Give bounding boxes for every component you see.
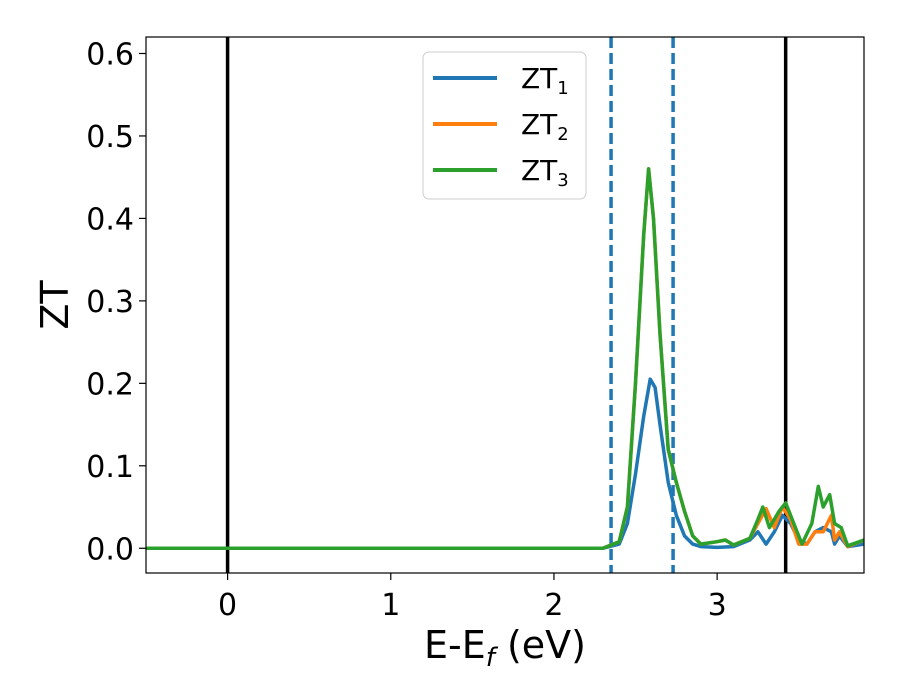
x-tick-label: 2 [544, 588, 563, 623]
y-axis: 0.0 0.1 0.2 0.3 0.4 0.5 0.6 [86, 37, 146, 567]
x-axis: 0 1 2 3 [218, 573, 727, 623]
x-tick-label: 0 [218, 588, 237, 623]
series-layer [146, 167, 864, 551]
y-tick-label: 0.1 [86, 450, 134, 485]
legend: ZT1 ZT2 ZT3 [422, 51, 587, 200]
y-tick-label: 0.2 [86, 367, 134, 402]
y-axis-label: ZT [33, 280, 77, 330]
reference-lines [225, 37, 788, 573]
legend-box [422, 51, 587, 200]
y-tick-label: 0.0 [86, 532, 134, 567]
x-axis-label: E-Ef (eV) [424, 623, 586, 673]
x-axis-label-main: E-E [424, 623, 486, 667]
legend-label-zt1: ZT1 [521, 62, 569, 99]
y-tick-label: 0.4 [86, 202, 134, 237]
y-tick-label: 0.5 [86, 120, 134, 155]
legend-label-zt3: ZT3 [521, 154, 569, 191]
plot-frame [145, 36, 865, 574]
x-tick-label: 1 [381, 588, 400, 623]
y-tick-label: 0.6 [86, 37, 134, 72]
series-line-zt3 [146, 167, 864, 551]
y-tick-label: 0.3 [86, 285, 134, 320]
series-line-zt2 [146, 167, 864, 551]
legend-label-zt2: ZT2 [521, 108, 569, 145]
x-tick-label: 3 [708, 588, 727, 623]
x-axis-label-unit: (eV) [507, 623, 586, 667]
